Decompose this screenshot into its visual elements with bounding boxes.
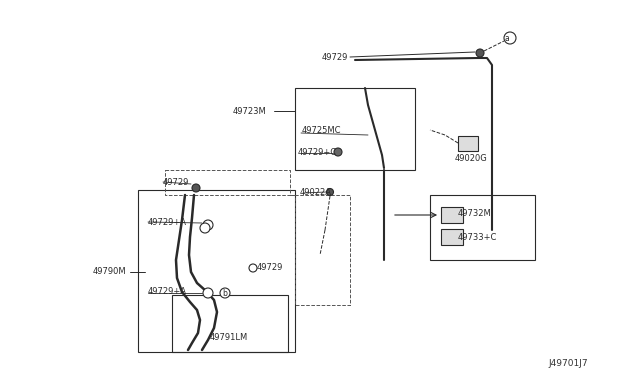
Circle shape <box>203 220 213 230</box>
Text: 49723M: 49723M <box>233 106 267 115</box>
Circle shape <box>249 264 257 272</box>
Circle shape <box>476 49 484 57</box>
Text: 49729: 49729 <box>257 263 284 273</box>
Text: 49020G: 49020G <box>455 154 488 163</box>
Text: 49729+A: 49729+A <box>148 288 187 296</box>
Text: 49790M: 49790M <box>93 267 127 276</box>
Bar <box>458 135 478 151</box>
Circle shape <box>220 288 230 298</box>
Text: J49701J7: J49701J7 <box>548 359 588 368</box>
Bar <box>441 229 463 245</box>
Text: 49791LM: 49791LM <box>210 334 248 343</box>
Text: a: a <box>504 33 509 42</box>
Text: 49729+A: 49729+A <box>148 218 187 227</box>
Circle shape <box>192 184 200 192</box>
Text: 49732M: 49732M <box>458 208 492 218</box>
Text: b: b <box>223 289 227 298</box>
Circle shape <box>203 288 213 298</box>
Text: 49729+C: 49729+C <box>298 148 337 157</box>
Text: 49022A: 49022A <box>300 187 332 196</box>
Text: 49725MC: 49725MC <box>302 125 342 135</box>
Bar <box>430 195 535 260</box>
Text: 49729: 49729 <box>322 52 348 61</box>
Bar <box>441 207 463 223</box>
Bar <box>295 88 415 170</box>
Circle shape <box>504 32 516 44</box>
Text: 49733+C: 49733+C <box>458 232 497 241</box>
Bar <box>138 190 295 352</box>
Text: 49729: 49729 <box>163 177 189 186</box>
Bar <box>172 295 288 352</box>
Circle shape <box>326 189 333 196</box>
Circle shape <box>334 148 342 156</box>
Circle shape <box>200 223 210 233</box>
